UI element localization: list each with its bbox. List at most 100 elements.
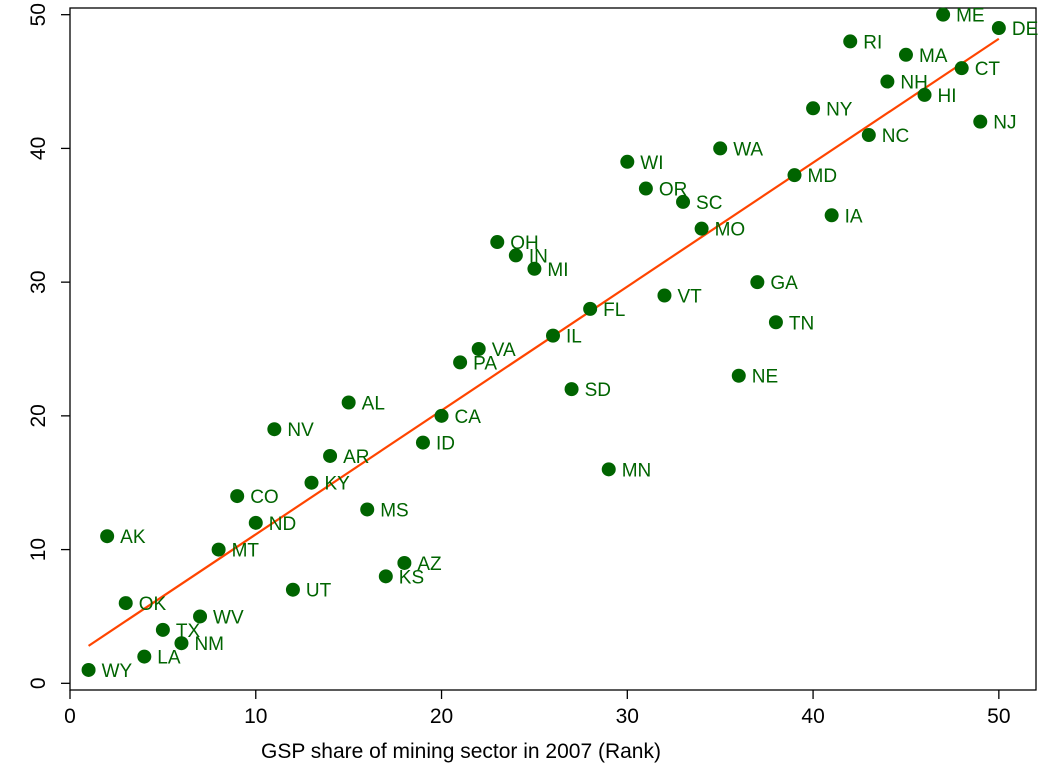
data-points: [81, 7, 1006, 677]
data-point-hi: [917, 87, 932, 102]
point-label-ks: KS: [399, 567, 424, 588]
point-label-ut: UT: [306, 581, 332, 602]
point-label-nd: ND: [269, 514, 296, 535]
data-point-la: [137, 649, 152, 664]
point-label-sc: SC: [696, 193, 722, 214]
data-point-ky: [304, 475, 319, 490]
point-label-nv: NV: [287, 420, 314, 441]
y-tick-label: 20: [27, 404, 50, 427]
point-label-ms: MS: [380, 500, 409, 521]
data-point-ri: [843, 34, 858, 49]
point-label-al: AL: [362, 393, 385, 414]
data-point-nc: [861, 128, 876, 143]
point-label-mo: MO: [715, 220, 746, 241]
data-point-il: [546, 328, 560, 343]
point-label-tn: TN: [789, 313, 814, 334]
data-point-md: [787, 168, 802, 183]
point-label-ky: KY: [325, 474, 351, 495]
point-label-ca: CA: [455, 407, 482, 428]
data-point-mo: [694, 221, 709, 236]
y-tick-label: 50: [27, 3, 50, 26]
point-label-hi: HI: [938, 86, 957, 107]
point-label-wi: WI: [640, 153, 663, 174]
data-point-ok: [118, 596, 133, 611]
y-tick-label: 10: [27, 538, 50, 561]
x-tick-label: 50: [987, 705, 1010, 728]
data-point-ks: [378, 569, 393, 584]
y-tick-label: 40: [27, 137, 50, 160]
data-point-nv: [267, 422, 282, 437]
point-label-ga: GA: [770, 273, 798, 294]
point-label-la: LA: [157, 648, 181, 669]
point-label-id: ID: [436, 434, 455, 455]
data-point-mn: [601, 462, 616, 477]
data-point-ct: [954, 61, 969, 76]
point-label-az: AZ: [417, 554, 442, 575]
data-point-az: [397, 555, 412, 570]
data-point-va: [471, 342, 486, 356]
point-label-nm: NM: [194, 634, 224, 655]
point-label-mt: MT: [232, 541, 260, 562]
data-point-ut: [285, 582, 300, 597]
data-point-wa: [713, 141, 728, 156]
point-label-nc: NC: [882, 126, 909, 147]
data-point-al: [341, 395, 356, 410]
x-tick-label: 20: [430, 705, 453, 728]
data-point-ar: [323, 448, 338, 463]
point-label-in: IN: [529, 246, 548, 267]
fit-line: [87, 37, 1000, 647]
point-label-ak: AK: [120, 527, 146, 548]
point-label-il: IL: [566, 327, 582, 348]
point-label-wa: WA: [733, 139, 763, 160]
point-label-mn: MN: [622, 460, 652, 481]
data-point-ak: [100, 529, 115, 544]
data-point-pa: [453, 355, 468, 370]
point-label-de: DE: [1012, 19, 1038, 40]
x-axis: 0 10 20 30 40 50: [64, 690, 1011, 728]
y-tick-label: 30: [27, 270, 50, 293]
data-point-tn: [768, 315, 783, 330]
y-tick-label: 0: [27, 677, 50, 689]
point-label-sd: SD: [585, 380, 611, 401]
data-point-sc: [676, 194, 691, 209]
point-label-or: OR: [659, 180, 688, 201]
point-label-me: ME: [956, 6, 985, 27]
x-tick-label: 10: [244, 705, 267, 728]
data-point-wv: [193, 609, 208, 624]
data-point-nh: [880, 74, 895, 89]
plot-frame: [69, 7, 1037, 691]
point-label-ia: IA: [845, 206, 863, 227]
data-point-nd: [248, 515, 263, 530]
point-label-wy: WY: [102, 661, 133, 682]
point-label-fl: FL: [603, 300, 625, 321]
point-label-co: CO: [250, 487, 279, 508]
point-label-ne: NE: [752, 367, 778, 388]
x-axis-title: GSP share of mining sector in 2007 (Rank…: [261, 740, 661, 763]
data-point-id: [415, 435, 430, 450]
data-point-mt: [211, 542, 226, 557]
data-point-fl: [583, 301, 598, 316]
point-label-ny: NY: [826, 99, 853, 120]
y-axis: 0 10 20 30 40 50: [27, 3, 70, 689]
point-label-md: MD: [808, 166, 838, 187]
point-label-wv: WV: [213, 607, 244, 628]
x-tick-label: 0: [64, 705, 76, 728]
point-label-mi: MI: [547, 260, 568, 281]
data-point-nm: [174, 636, 189, 651]
data-point-ma: [898, 47, 913, 62]
point-label-ok: OK: [139, 594, 167, 615]
data-point-ms: [360, 502, 375, 517]
data-point-co: [230, 489, 245, 504]
point-label-ma: MA: [919, 46, 948, 67]
point-label-oh: OH: [510, 233, 539, 254]
data-point-vt: [657, 288, 672, 303]
data-point-ia: [824, 208, 839, 223]
data-point-wy: [81, 662, 96, 677]
point-label-nh: NH: [900, 73, 927, 94]
data-point-mi: [527, 261, 542, 276]
data-point-oh: [490, 235, 505, 250]
point-label-pa: PA: [473, 353, 497, 374]
point-label-nj: NJ: [993, 113, 1016, 134]
data-point-or: [638, 181, 653, 196]
